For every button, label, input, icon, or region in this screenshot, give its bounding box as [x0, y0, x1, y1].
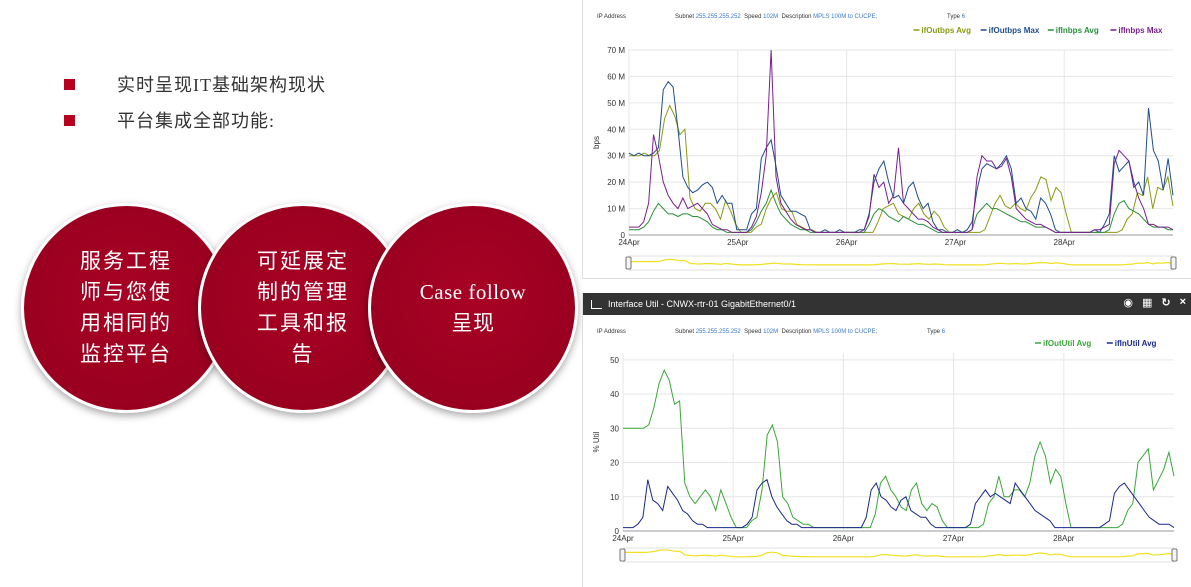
y-tick-label: 40 [610, 390, 619, 399]
ip-address-label: IP Address [597, 329, 626, 335]
navigator-track [628, 255, 1174, 271]
panel-title: Interface Util - CNWX-rtr-01 GigabitEthe… [608, 299, 797, 309]
y-tick-label: 20 [610, 459, 619, 468]
type-label: Type [947, 14, 961, 20]
y-axis-label: bps [592, 136, 601, 149]
navigator-right-handle [1171, 548, 1178, 562]
series-line-ifInbps Avg [629, 188, 1173, 233]
y-tick-label: 40 M [607, 125, 625, 134]
description-value: MPLS 100M to CUCPE; [813, 329, 878, 335]
type-label: Type [927, 329, 941, 335]
legend-entry: ifOutbps Avg [921, 26, 971, 35]
series-line-ifInUtil Avg [623, 478, 1175, 529]
interface-info: Subnet 255.255.255.252 Speed 102M Descri… [675, 329, 877, 335]
type-value: 6 [961, 14, 966, 20]
square-bullet-icon [64, 114, 75, 126]
feature-circle-text: Case follow 呈现 [419, 280, 527, 335]
x-tick-label: 26Apr [833, 534, 855, 543]
legend-entry: ifInbps Max [1118, 26, 1163, 35]
legend-entry: ifInUtil Avg [1115, 339, 1157, 348]
y-tick-label: 20 M [607, 178, 625, 187]
speed-value: 102M [763, 329, 779, 335]
type-value: 6 [941, 329, 946, 335]
type-info: Type 6 [947, 14, 965, 20]
x-tick-label: 28Apr [1054, 238, 1076, 247]
y-axis-label: % Util [592, 431, 601, 452]
chart-icon [591, 299, 602, 309]
y-tick-label: 50 M [607, 99, 625, 108]
interface-info: Subnet 255.255.255.252 Speed 102M Descri… [675, 14, 877, 20]
series-line-ifOutbps Avg [629, 104, 1174, 233]
y-tick-label: 70 M [607, 46, 625, 55]
series-line-ifOutbps Max [628, 80, 1174, 234]
bps-chart-panel: IP Address Subnet 255.255.255.252 Speed … [582, 0, 1191, 279]
description-label: Description [781, 14, 812, 20]
legend-entry: ifOutUtil Avg [1043, 339, 1091, 348]
type-info: Type 6 [927, 329, 945, 335]
feature-circles: 服务工程 师与您使 用相同的 监控平台 可延展定 制的管理 工具和报 告 Cas… [0, 0, 590, 587]
x-tick-label: 24Apr [612, 534, 634, 543]
table-icon[interactable]: ▦ [1141, 297, 1153, 309]
bullet-item: 平台集成全部功能: [64, 102, 326, 138]
navigator-series [623, 549, 1175, 558]
speed-label: Speed [744, 329, 762, 335]
square-bullet-icon [64, 78, 75, 90]
bullet-text: 平台集成全部功能: [117, 111, 276, 131]
y-tick-label: 0 [615, 527, 620, 536]
bullet-item: 实时呈现IT基础架构现状 [64, 66, 326, 102]
y-tick-label: 30 M [607, 152, 625, 161]
x-tick-label: 27Apr [945, 238, 967, 247]
y-tick-label: 30 [610, 424, 619, 433]
speed-label: Speed [744, 14, 762, 20]
legend-entry: ifOutbps Max [989, 26, 1040, 35]
feature-circle-text: 可延展定 制的管理 工具和报 告 [257, 249, 349, 366]
y-tick-label: 60 M [607, 72, 625, 81]
bullet-list: 实时呈现IT基础架构现状 平台集成全部功能: [64, 66, 326, 138]
subnet-value: 255.255.255.252 [695, 329, 741, 335]
close-icon[interactable]: × [1179, 296, 1186, 308]
bps-line-chart: 0 10 M 20 M 30 M 40 M 50 M 60 M 70 M 24Apr 25Apr 2… [592, 26, 1177, 271]
x-tick-label: 25Apr [723, 534, 745, 543]
camera-icon[interactable]: ◉ [1123, 297, 1133, 309]
speed-value: 102M [763, 14, 779, 20]
subnet-label: Subnet [675, 329, 695, 335]
x-tick-label: 27Apr [943, 534, 965, 543]
util-line-chart: 0 10 20 30 40 50 24Apr 25Apr 26Apr 27Apr 28Apr % Ut… [592, 339, 1178, 563]
x-tick-label: 24Apr [618, 238, 640, 247]
feature-circle: Case follow 呈现 [368, 203, 578, 413]
x-tick-label: 26Apr [836, 238, 858, 247]
navigator-right-handle [1170, 256, 1177, 270]
navigator-series [629, 258, 1174, 266]
series-line-ifInbps Max [629, 49, 1174, 233]
feature-circle: 服务工程 师与您使 用相同的 监控平台 [21, 203, 231, 413]
y-tick-label: 10 M [607, 205, 625, 214]
y-tick-label: 10 [610, 493, 619, 502]
bullet-text: 实时呈现IT基础架构现状 [117, 75, 326, 95]
y-tick-label: 50 [610, 356, 619, 365]
legend-entry: ifInbps Avg [1056, 26, 1099, 35]
interface-util-panel: Interface Util - CNWX-rtr-01 GigabitEthe… [582, 293, 1191, 587]
feature-circle-text: 服务工程 师与您使 用相同的 监控平台 [80, 249, 172, 366]
navigator-left-handle [625, 256, 632, 270]
x-tick-label: 28Apr [1053, 534, 1075, 543]
ip-address-label: IP Address [597, 14, 626, 20]
description-label: Description [781, 329, 812, 335]
subnet-label: Subnet [675, 14, 695, 20]
navigator-left-handle [619, 548, 626, 562]
subnet-value: 255.255.255.252 [695, 14, 741, 20]
panel-titlebar: Interface Util - CNWX-rtr-01 GigabitEthe… [583, 293, 1191, 315]
x-tick-label: 25Apr [727, 238, 749, 247]
y-tick-label: 0 [621, 231, 626, 240]
refresh-icon[interactable]: ↻ [1161, 297, 1171, 309]
description-value: MPLS 100M to CUCPE; [813, 14, 878, 20]
panel-toolbar: ◉ ▦ ↻ × [1123, 296, 1186, 309]
